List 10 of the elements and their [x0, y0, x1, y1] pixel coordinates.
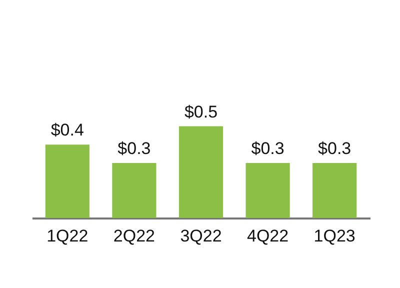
data-label: $0.3: [318, 138, 352, 158]
data-label: $0.4: [50, 120, 84, 140]
x-tick-label: 2Q22: [113, 226, 155, 246]
x-tick-label: 4Q22: [247, 226, 289, 246]
x-tick-label: 3Q22: [180, 226, 222, 246]
data-label: $0.3: [251, 138, 284, 158]
x-tick-label: 1Q23: [314, 226, 356, 246]
x-tick-label: 1Q22: [46, 226, 88, 246]
data-label: $0.5: [184, 102, 218, 122]
data-label: $0.3: [118, 138, 151, 158]
